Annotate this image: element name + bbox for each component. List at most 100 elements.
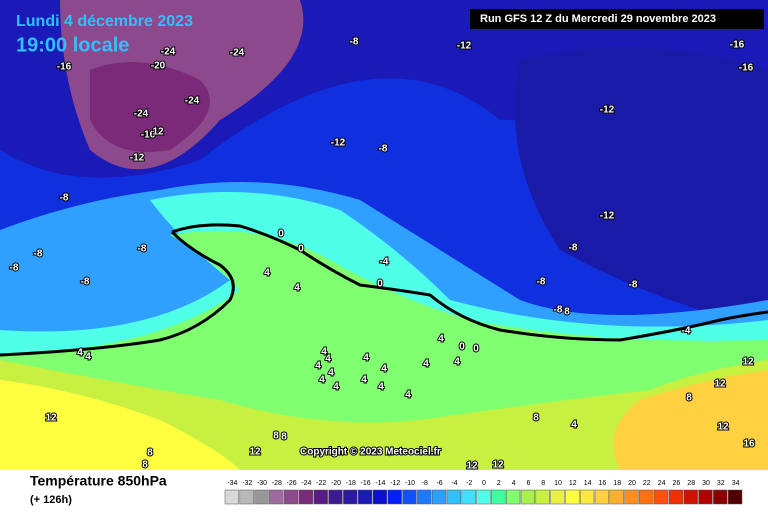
copyright: Copyright © 2023 Meteociel.fr	[300, 447, 441, 458]
legend-swatch	[387, 489, 402, 505]
temperature-label: -8	[537, 277, 546, 288]
legend-label: 2	[497, 480, 501, 487]
legend-swatch	[254, 489, 269, 505]
temperature-label: 8	[147, 448, 153, 459]
temperature-label: -8	[34, 249, 43, 260]
temperature-label: -8	[554, 305, 563, 316]
legend-label: 4	[512, 480, 516, 487]
legend-swatch	[372, 489, 388, 505]
legend-label: 24	[658, 480, 666, 487]
legend-swatch	[431, 489, 447, 505]
legend-swatch	[224, 489, 240, 505]
temperature-label: -4	[380, 257, 389, 268]
legend-label: -22	[316, 480, 326, 487]
legend-label: 8	[541, 480, 545, 487]
legend-label: -28	[272, 480, 282, 487]
temperature-label: 4	[423, 359, 429, 370]
temperature-label: -16	[739, 63, 754, 74]
temperature-label: -12	[331, 138, 346, 149]
legend-label: -30	[257, 480, 267, 487]
temperature-label: -16	[57, 62, 72, 73]
date-text: Lundi 4 décembre 2023	[16, 13, 193, 30]
temperature-label: 4	[85, 352, 91, 363]
temperature-label: 8	[142, 460, 148, 471]
temperature-label: 12	[466, 461, 478, 472]
temperature-label: -12	[130, 153, 145, 164]
legend-label: 26	[673, 480, 681, 487]
legend-swatch	[313, 489, 328, 505]
temperature-label: -20	[151, 61, 166, 72]
temperature-label: -8	[60, 193, 69, 204]
temperature-label: -8	[569, 243, 578, 254]
legend-label: -10	[405, 480, 415, 487]
legend-label: 30	[702, 480, 710, 487]
legend-swatch	[698, 489, 713, 505]
temperature-label: 4	[77, 348, 83, 359]
temperature-label: 0	[298, 244, 304, 255]
legend-label: -32	[242, 480, 252, 487]
legend-label: -26	[287, 480, 297, 487]
legend-label: -6	[436, 480, 442, 487]
temperature-label: 4	[315, 361, 321, 372]
temperature-label: 12	[45, 413, 57, 424]
legend-swatch	[713, 489, 728, 505]
legend-swatch	[639, 489, 654, 505]
parameter-text: Température 850hPa	[30, 473, 167, 489]
legend-label: -34	[227, 480, 237, 487]
legend-label: 16	[599, 480, 607, 487]
legend-label: -20	[331, 480, 341, 487]
temperature-label: -12	[457, 41, 472, 52]
legend-swatch	[417, 489, 432, 505]
temperature-label: -24	[185, 96, 200, 107]
temperature-label: 4	[438, 334, 444, 345]
legend-label: -2	[466, 480, 472, 487]
temperature-label: 12	[152, 127, 164, 138]
legend-swatch	[328, 489, 343, 505]
temperature-label: -12	[600, 211, 615, 222]
legend-swatch	[727, 489, 743, 505]
legend-swatch	[668, 489, 684, 505]
temperature-label: 4	[454, 357, 460, 368]
temperature-label: 8	[533, 413, 539, 424]
legend-swatch	[283, 489, 299, 505]
legend-label: -24	[301, 480, 311, 487]
legend-label: 18	[613, 480, 621, 487]
legend-label: 0	[482, 480, 486, 487]
legend-label: 28	[687, 480, 695, 487]
temperature-label: 4	[405, 390, 411, 401]
temperature-label: -24	[134, 109, 149, 120]
zero-isotherm	[0, 223, 768, 357]
color-legend: -34 -32 -30 -28 -26 -24 -22 -20 -18 -16 -14 -12 -10-…	[224, 480, 743, 505]
legend-label: -18	[346, 480, 356, 487]
temperature-label: -8	[10, 263, 19, 274]
temperature-label: 4	[264, 268, 270, 279]
temperature-label: 8	[564, 307, 570, 318]
temperature-label: 16	[743, 439, 755, 450]
run-text: Run GFS 12 Z du Mercredi 29 novembre 202…	[480, 13, 716, 25]
legend-swatch	[550, 489, 565, 505]
legend-swatch	[683, 489, 698, 505]
legend-swatch	[624, 489, 639, 505]
temperature-label: 4	[333, 382, 339, 393]
temperature-label: -8	[629, 280, 638, 291]
temperature-label: 4	[319, 375, 325, 386]
temperature-label: 4	[321, 347, 327, 358]
legend-swatch	[343, 489, 358, 505]
temperature-label: 12	[714, 379, 726, 390]
legend-label: -4	[451, 480, 457, 487]
temperature-label: -8	[138, 244, 147, 255]
scandinavia-cold	[515, 47, 768, 331]
label-layer: -24 -24-8 -12 -16-16-16 -20-24-24-1612-12-12…	[9, 36, 756, 473]
temperature-label: 0	[377, 279, 383, 290]
temperature-label: 8	[686, 393, 692, 404]
temperature-label: 12	[717, 422, 729, 433]
legend-label: 12	[569, 480, 577, 487]
legend-label: 6	[526, 480, 530, 487]
temperature-label: 8	[273, 431, 279, 442]
legend-swatch	[461, 489, 476, 505]
temperature-label: 4	[325, 354, 331, 365]
run-box	[470, 9, 764, 29]
legend-swatch	[298, 489, 314, 505]
legend-label: -12	[390, 480, 400, 487]
temperature-label: -24	[230, 48, 245, 59]
